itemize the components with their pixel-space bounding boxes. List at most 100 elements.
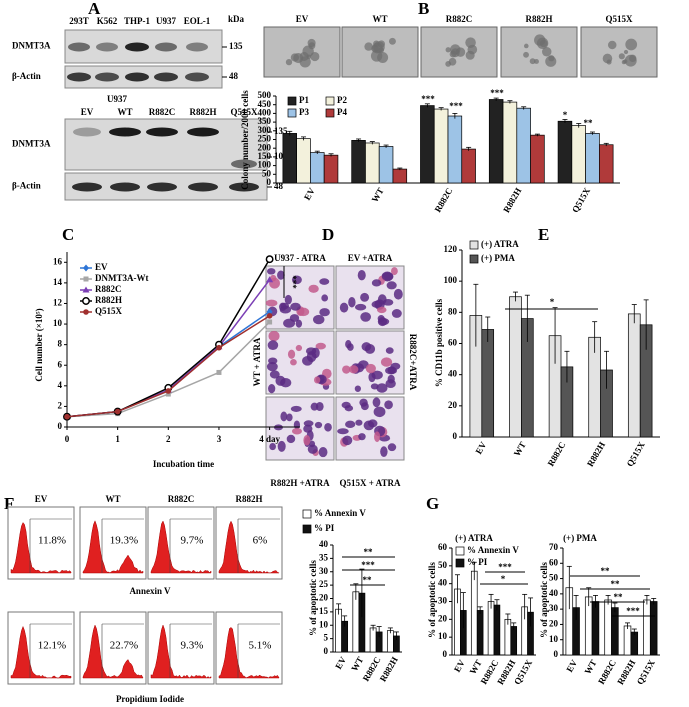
cell [391,309,402,318]
cell [371,300,383,308]
legend-label: (+) PMA [481,253,515,263]
cell [381,272,394,281]
cell [307,444,318,454]
row-label: β-Actin [12,71,41,81]
bar [502,101,518,184]
colony [307,38,316,48]
cell [372,397,381,408]
colony [629,54,637,63]
bar [470,570,478,656]
colony [618,53,625,60]
y-tick-label: 10 [438,631,448,641]
bar [481,329,495,438]
legend-swatch [469,254,479,264]
gate-percent: 9.3% [181,640,204,652]
y-tick-label: 5 [324,633,329,643]
bar [386,630,394,653]
histogram [150,624,212,679]
x-tick-label: 3 [217,434,222,444]
cell [287,349,296,359]
band [187,127,219,137]
y-tick-label: 0 [453,431,458,441]
cell [278,302,287,311]
marker [165,391,171,397]
bar [510,626,518,656]
y-tick-label: 30 [319,566,329,576]
y-tick-label: 400 [258,107,272,117]
y-tick-label: 60 [448,338,458,348]
colony [310,51,320,62]
image-label: WT [372,14,387,24]
image-label: Q515X + ATRA [340,478,401,488]
cell [354,303,367,311]
legend-swatch [455,546,465,556]
legend-label: P2 [337,95,347,105]
image-label: R882H +ATRA [270,478,330,488]
cell [277,270,285,280]
marker [83,264,89,272]
bar [604,599,612,656]
cell [315,342,326,350]
y-tick-label: 50 [438,560,448,570]
band [72,182,102,192]
panel-letter: E [538,225,549,244]
cell [357,269,366,281]
cell [345,340,352,349]
colony [370,50,383,62]
bar [335,608,342,653]
cell [382,299,394,306]
y-tick-label: 0 [443,649,448,659]
cell [345,420,356,429]
cell [314,421,323,429]
colony [542,46,552,57]
y-tick-label: 60 [549,557,559,567]
legend-swatch [325,108,335,118]
colony [548,55,555,62]
cell [373,406,386,418]
cell [269,442,276,451]
bar [282,133,297,184]
y-tick-label: 6 [58,359,63,369]
x-tick-label: R882H [501,186,523,214]
y-tick-label: 350 [258,116,272,126]
bar [516,107,531,184]
y-axis-label: Colony number/2000 cells [240,90,250,190]
sample-label: R882C [168,494,195,504]
y-tick-label: 500 [258,90,272,100]
cell [283,318,296,328]
y-tick-label: 20 [448,400,458,410]
annotation: ** [601,566,611,576]
histogram [218,520,280,574]
cell [390,362,401,370]
bar [461,148,476,184]
legend-label: R882C [95,284,122,294]
marker [82,297,90,305]
image-label: EV +ATRA [348,253,393,263]
cell [312,314,325,325]
cell [384,400,393,410]
band [146,127,178,137]
y-tick-label: 10 [319,619,329,629]
legend-label: % PI [314,523,335,533]
blot-title: U937 [107,94,127,104]
gate-percent: 11.8% [38,535,66,547]
bar [530,134,545,184]
bar [509,296,522,438]
cell [277,440,286,452]
colony [445,61,452,67]
legend-swatch [325,96,335,106]
marker [64,413,70,420]
y-tick-label: 40 [549,588,559,598]
colony [364,42,373,51]
annotation: ** [364,547,374,557]
y-axis-label: % CD11b positive cells [434,298,444,387]
legend-label: P3 [299,107,309,117]
y-tick-label: 10 [549,634,559,644]
annotation: ** [584,118,594,128]
x-tick-label: 2 [166,434,171,444]
line [66,311,271,418]
image-label: R882C+ATRA [408,334,418,391]
y-tick-label: 50 [549,573,559,583]
colony [377,40,386,48]
